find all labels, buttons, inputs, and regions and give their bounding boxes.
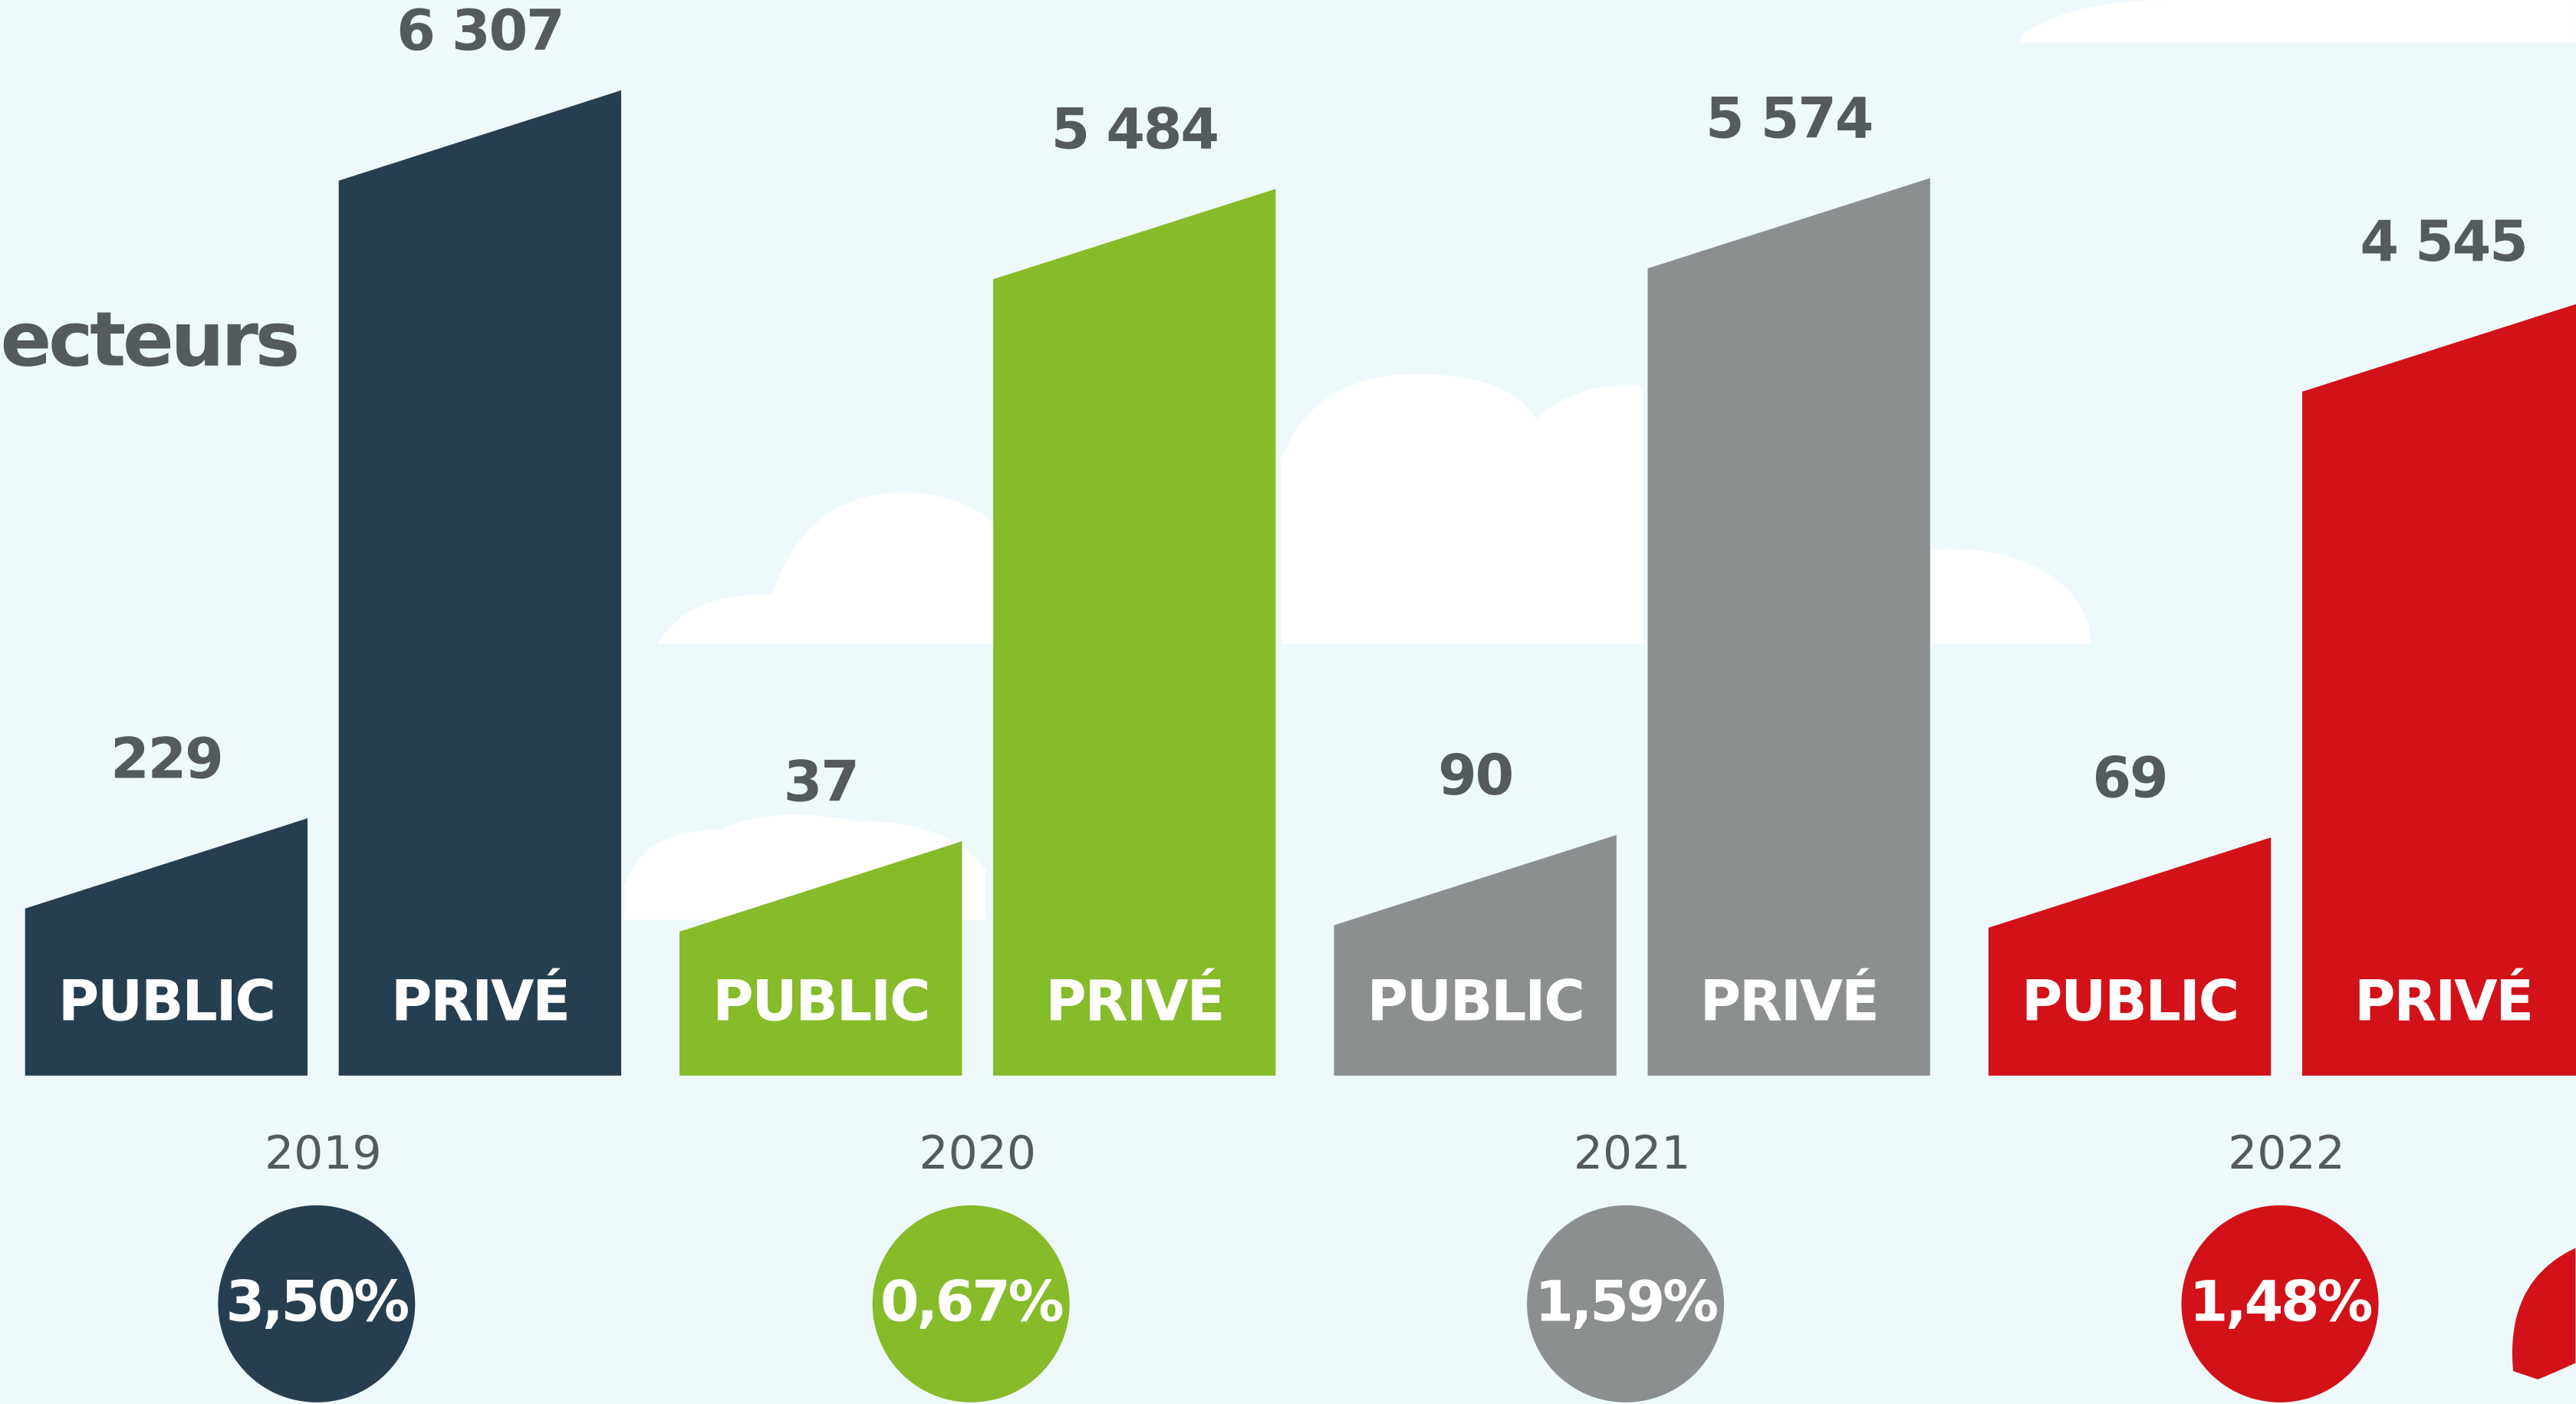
bar-label: PRIVÉ [2354,968,2532,1034]
value-label: 37 [784,749,858,814]
year-label: 2021 [1574,1126,1691,1180]
bar-label: PUBLIC [2022,969,2238,1034]
rate-label: 3,50% [226,1270,409,1335]
rate-badge [218,1205,416,1402]
chart-title: ecteurs [1,297,297,384]
rate-badge [872,1205,1070,1402]
bar [1334,834,1617,1076]
value-label: 5 484 [1051,97,1218,163]
bar [2301,304,2576,1076]
bar [1647,178,1930,1076]
rate-label: 1,48% [2189,1270,2372,1335]
year-label: 2019 [265,1126,382,1180]
bar [679,841,962,1076]
value-label: 229 [110,726,222,791]
bar [993,189,1276,1076]
year-label: 2022 [2228,1126,2345,1180]
rate-badge [2181,1205,2379,1402]
bar-label: PUBLIC [58,969,275,1034]
bar-label: PUBLIC [1367,969,1584,1034]
year-label: 2020 [919,1126,1036,1180]
rate-label: 0,67% [880,1270,1063,1335]
value-label: 90 [1438,743,1512,808]
rate-label: 1,59% [1535,1270,1717,1335]
value-label: 4 545 [2360,209,2526,275]
cloud [2020,0,2576,43]
bar-label: PRIVÉ [1045,968,1223,1034]
value-label: 69 [2093,745,2167,811]
bar-label: PRIVÉ [391,968,569,1034]
bar-label: PRIVÉ [1700,968,1878,1034]
value-label: 5 574 [1706,86,1872,151]
bar [338,90,622,1076]
cloud [1281,373,1643,644]
bar-label: PUBLIC [712,969,929,1034]
decoration [2512,1248,2576,1379]
cloud [1922,548,2091,644]
rate-badge [1527,1205,1725,1402]
value-label: 6 307 [396,0,563,64]
bar [1988,837,2272,1076]
bar [25,818,308,1076]
